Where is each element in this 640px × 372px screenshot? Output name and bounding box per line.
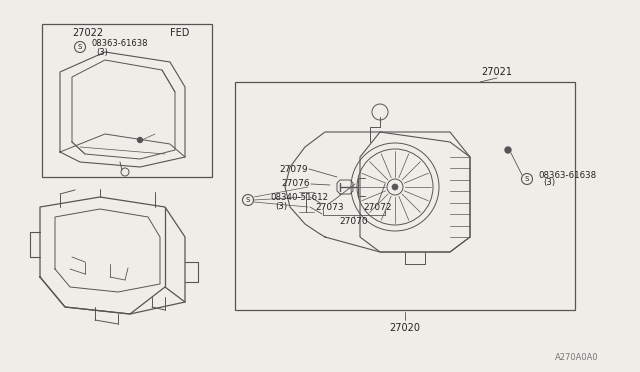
Text: FED: FED xyxy=(170,28,189,38)
Circle shape xyxy=(138,138,143,142)
Text: A270A0A0: A270A0A0 xyxy=(555,353,599,362)
Text: (3): (3) xyxy=(543,179,555,187)
Bar xyxy=(42,24,212,177)
Text: 27073: 27073 xyxy=(316,202,344,212)
Text: 27072: 27072 xyxy=(364,202,392,212)
Text: S: S xyxy=(525,176,529,182)
Text: S: S xyxy=(78,44,82,50)
Text: 27022: 27022 xyxy=(72,28,103,38)
Circle shape xyxy=(392,184,398,190)
Text: 27076: 27076 xyxy=(282,180,310,189)
Text: 27021: 27021 xyxy=(481,67,513,77)
Text: 27079: 27079 xyxy=(280,164,308,173)
Text: 08363-61638: 08363-61638 xyxy=(91,39,147,48)
Text: (3): (3) xyxy=(275,202,287,212)
Circle shape xyxy=(505,147,511,153)
Text: (3): (3) xyxy=(96,48,108,57)
Text: S: S xyxy=(246,197,250,203)
Text: 27070: 27070 xyxy=(340,218,368,227)
Text: 08363-61638: 08363-61638 xyxy=(538,170,596,180)
Text: 27020: 27020 xyxy=(390,323,420,333)
Text: 08340-51612: 08340-51612 xyxy=(270,193,328,202)
Bar xyxy=(235,82,575,310)
